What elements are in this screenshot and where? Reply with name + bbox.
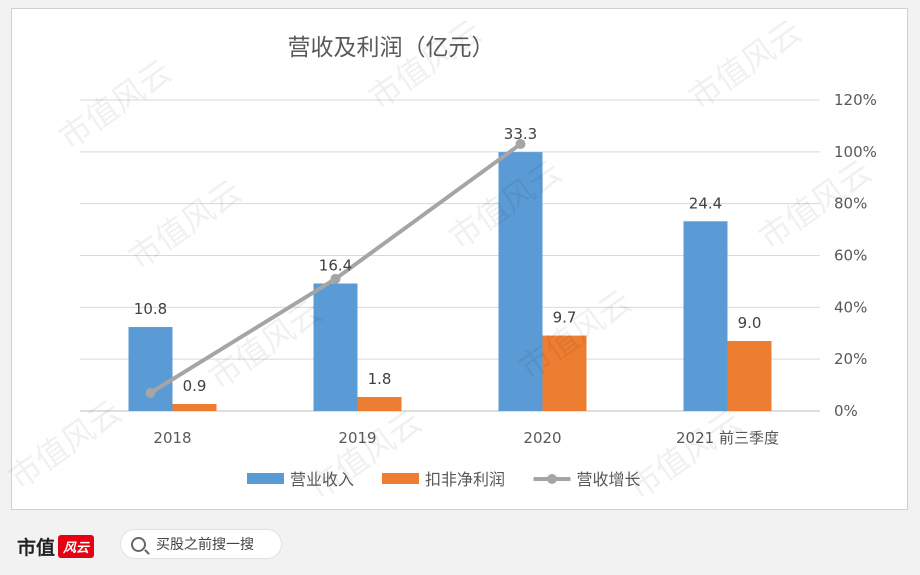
legend-swatch	[247, 473, 284, 484]
legend-swatch	[382, 473, 419, 484]
bar-扣非净利润-2018	[172, 404, 217, 411]
right-axis-tick-label: 60%	[834, 247, 867, 265]
bar-data-label: 24.4	[689, 194, 722, 212]
bar-扣非净利润-2019	[357, 397, 402, 411]
bar-data-label: 1.8	[368, 370, 392, 388]
right-axis-tick-label: 120%	[834, 91, 877, 109]
brand-badge: 风云	[58, 535, 95, 558]
chart-title: 营收及利润（亿元）	[288, 35, 495, 61]
right-axis-tick-label: 80%	[834, 195, 867, 213]
x-axis-tick-label: 2021 前三季度	[676, 429, 779, 447]
right-axis-tick-label: 20%	[834, 350, 867, 368]
growth-point-2019	[330, 273, 341, 284]
bar-data-label: 10.8	[134, 300, 167, 318]
legend-swatch-marker	[547, 474, 557, 484]
bar-data-label: 0.9	[183, 377, 207, 395]
bar-营业收入-2018	[128, 327, 173, 411]
x-axis-tick-label: 2020	[523, 429, 561, 447]
search-placeholder: 买股之前搜一搜	[156, 537, 254, 553]
brand-text: 市值	[17, 537, 56, 559]
bar-扣非净利润-2020	[542, 335, 587, 411]
legend-label: 营收增长	[577, 470, 641, 489]
legend-label: 营业收入	[290, 470, 354, 489]
right-axis-tick-label: 0%	[834, 402, 858, 420]
legend-label: 扣非净利润	[425, 470, 505, 489]
chart-frame: 营收及利润（亿元） 10.8 16.4 33.3 24.4 0.9 1.8 9.7 9.0 0…	[11, 8, 908, 510]
brand-logo: 市值 风云	[17, 533, 95, 560]
x-axis-tick-label: 2018	[153, 429, 191, 447]
right-axis-tick-label: 100%	[834, 143, 877, 161]
bar-营业收入-2021 前三季度	[683, 221, 728, 411]
bar-扣非净利润-2021 前三季度	[727, 341, 772, 411]
bar-data-label: 33.3	[504, 125, 537, 143]
growth-point-2018	[145, 387, 156, 398]
bar-营业收入-2019	[313, 283, 358, 411]
search-box[interactable]: 买股之前搜一搜	[120, 529, 282, 559]
growth-point-2020	[515, 139, 526, 150]
search-icon	[131, 536, 146, 552]
bar-营业收入-2020	[498, 152, 543, 411]
bar-data-label: 9.0	[738, 314, 762, 332]
bar-data-label: 16.4	[319, 256, 352, 274]
x-axis-tick-label: 2019	[338, 429, 376, 447]
chart: 营收及利润（亿元） 10.8 16.4 33.3 24.4 0.9 1.8 9.7 9.0 0…	[80, 35, 877, 489]
bar-data-label: 9.7	[553, 309, 577, 327]
right-axis-tick-label: 40%	[834, 298, 867, 316]
footer: 市值 风云 买股之前搜一搜	[0, 518, 920, 575]
